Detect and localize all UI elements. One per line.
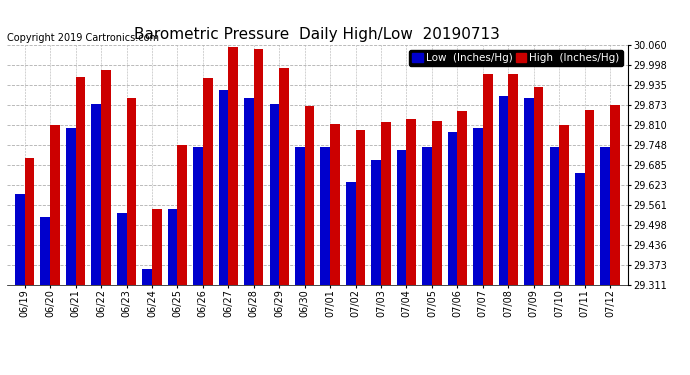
Bar — [559, 125, 569, 285]
Bar — [25, 158, 34, 285]
Bar — [397, 150, 406, 285]
Bar — [152, 209, 161, 285]
Bar — [355, 130, 365, 285]
Bar — [330, 124, 339, 285]
Bar — [66, 128, 76, 285]
Bar — [473, 128, 483, 285]
Bar — [600, 147, 610, 285]
Bar — [270, 104, 279, 285]
Bar — [381, 122, 391, 285]
Bar — [168, 209, 177, 285]
Bar — [575, 173, 584, 285]
Bar — [279, 68, 289, 285]
Bar — [320, 147, 330, 285]
Bar — [509, 74, 518, 285]
Bar — [244, 98, 254, 285]
Bar — [228, 47, 238, 285]
Bar — [584, 110, 594, 285]
Bar — [534, 87, 544, 285]
Bar — [126, 98, 136, 285]
Bar — [76, 77, 86, 285]
Bar — [422, 147, 432, 285]
Bar — [305, 106, 315, 285]
Bar — [432, 121, 442, 285]
Bar — [91, 104, 101, 285]
Bar — [142, 269, 152, 285]
Bar — [448, 132, 457, 285]
Bar — [254, 48, 264, 285]
Bar — [203, 78, 213, 285]
Bar — [50, 125, 60, 285]
Bar — [117, 213, 126, 285]
Bar — [549, 147, 559, 285]
Bar — [41, 217, 50, 285]
Bar — [457, 111, 467, 285]
Bar — [610, 105, 620, 285]
Bar — [219, 90, 228, 285]
Legend: Low  (Inches/Hg), High  (Inches/Hg): Low (Inches/Hg), High (Inches/Hg) — [409, 50, 622, 66]
Bar — [101, 70, 110, 285]
Title: Barometric Pressure  Daily High/Low  20190713: Barometric Pressure Daily High/Low 20190… — [135, 27, 500, 42]
Bar — [346, 182, 355, 285]
Bar — [371, 160, 381, 285]
Bar — [499, 96, 509, 285]
Bar — [524, 98, 534, 285]
Bar — [15, 194, 25, 285]
Bar — [193, 147, 203, 285]
Text: Copyright 2019 Cartronics.com: Copyright 2019 Cartronics.com — [7, 33, 159, 43]
Bar — [483, 75, 493, 285]
Bar — [295, 147, 305, 285]
Bar — [177, 145, 187, 285]
Bar — [406, 119, 416, 285]
